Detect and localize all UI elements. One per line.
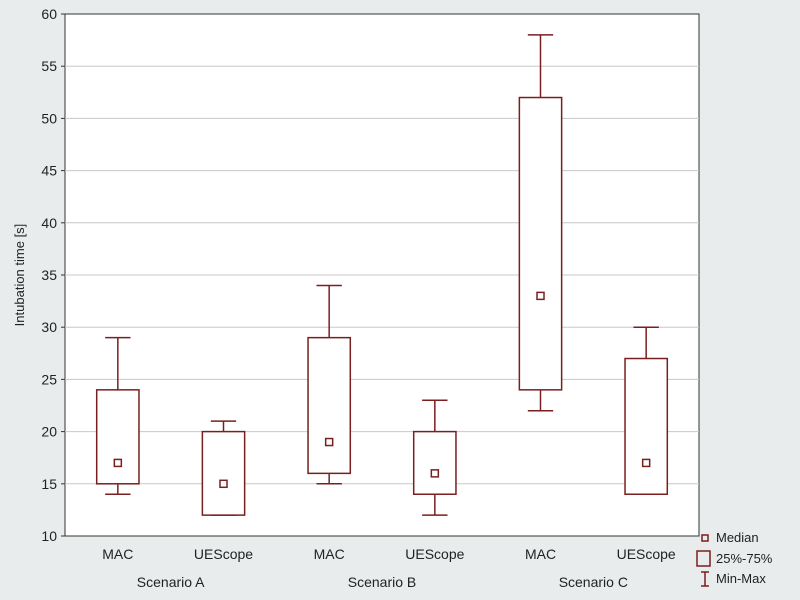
legend-range-label: Min-Max: [716, 571, 766, 586]
gridlines: [65, 65, 699, 485]
box-mac-scenario-a: [95, 336, 140, 495]
iqr-box: [307, 336, 352, 475]
y-axis-ticks: 10 15 20 25 30 35 40 45 50 55 60: [41, 6, 65, 544]
median-marker: [430, 469, 440, 478]
box-mac-scenario-b: [307, 284, 352, 485]
y-tick-label: 55: [41, 58, 57, 74]
legend-median-marker: [701, 534, 709, 542]
box-uescope-scenario-a: [201, 420, 246, 516]
x-category-label: MAC: [525, 546, 556, 562]
median-marker: [641, 458, 651, 468]
y-tick-label: 25: [41, 371, 57, 387]
median-marker: [219, 479, 228, 489]
y-tick-label: 45: [41, 163, 57, 179]
median-marker: [536, 291, 545, 301]
x-group-label: Scenario C: [559, 574, 628, 590]
median-marker: [113, 458, 123, 468]
y-tick-label: 35: [41, 267, 57, 283]
iqr-box: [201, 430, 246, 516]
y-tick-label: 15: [41, 476, 57, 492]
box-uescope-scenario-b: [412, 399, 457, 516]
iqr-box: [518, 96, 563, 391]
iqr-box: [412, 430, 457, 495]
y-tick-label: 40: [41, 215, 57, 231]
legend-median-label: Median: [716, 530, 759, 545]
legend-iqr-label: 25%-75%: [716, 551, 773, 566]
x-category-label: MAC: [314, 546, 345, 562]
y-axis-label: Intubation time [s]: [12, 224, 27, 327]
legend: Median 25%-75% Min-Max: [696, 530, 773, 587]
median-marker: [324, 437, 334, 447]
x-category-label: UEScope: [617, 546, 676, 562]
box-uescope-scenario-c: [624, 326, 669, 495]
x-category-label: MAC: [102, 546, 133, 562]
y-tick-label: 10: [41, 528, 57, 544]
x-axis-labels: MAC UEScope MAC UEScope MAC UEScope Scenario A…: [102, 546, 676, 590]
y-tick-label: 20: [41, 424, 57, 440]
y-tick-label: 30: [41, 319, 57, 335]
legend-range-marker: [701, 571, 709, 587]
iqr-box: [95, 389, 140, 485]
x-category-label: UEScope: [405, 546, 464, 562]
x-group-label: Scenario B: [348, 574, 416, 590]
y-tick-label: 60: [41, 6, 57, 22]
y-tick-label: 50: [41, 110, 57, 126]
iqr-box: [624, 357, 669, 495]
x-category-label: UEScope: [194, 546, 253, 562]
legend-iqr-marker: [696, 550, 711, 567]
box-mac-scenario-c: [518, 34, 563, 412]
x-group-label: Scenario A: [137, 574, 205, 590]
boxes: [95, 34, 669, 516]
